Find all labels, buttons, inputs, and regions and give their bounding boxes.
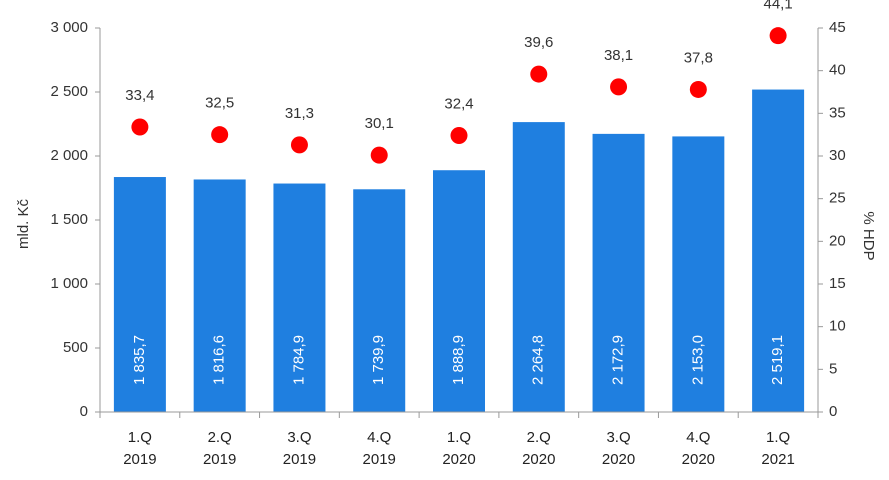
x-tick-label-year: 2019	[363, 451, 396, 468]
bar	[273, 183, 326, 412]
x-tick-label-quarter: 2.Q	[208, 429, 232, 446]
x-tick-label-year: 2020	[442, 451, 475, 468]
y-tick-label-right: 30	[829, 147, 846, 164]
y-tick-label-left: 0	[80, 403, 88, 420]
x-tick-label-quarter: 4.Q	[367, 429, 391, 446]
y-tick-label-left: 1 000	[50, 275, 88, 292]
data-point	[610, 78, 628, 96]
point-value-label: 31,3	[285, 105, 314, 122]
data-point	[290, 136, 308, 154]
x-tick-label-year: 2019	[283, 451, 316, 468]
y-tick-label-left: 1 500	[50, 211, 88, 228]
point-value-label: 44,1	[764, 0, 793, 13]
x-tick-label-quarter: 1.Q	[128, 429, 152, 446]
x-tick-label-year: 2019	[123, 451, 156, 468]
data-point	[689, 80, 707, 98]
x-tick-label-year: 2020	[682, 451, 715, 468]
point-value-label: 33,4	[125, 87, 154, 104]
bar-value-label: 1 888,9	[450, 335, 467, 385]
point-value-label: 32,4	[444, 95, 473, 112]
data-point	[370, 146, 388, 164]
bar	[353, 189, 406, 412]
bar-value-label: 1 835,7	[131, 335, 148, 385]
y-tick-label-left: 2 500	[50, 83, 88, 100]
y-tick-label-right: 45	[829, 19, 846, 36]
bar	[672, 136, 725, 412]
y-axis-title-right: % HDP	[860, 211, 877, 260]
bar-value-label: 1 739,9	[370, 335, 387, 385]
bar	[512, 122, 565, 413]
bar-value-label: 2 519,1	[769, 335, 786, 385]
data-point	[450, 127, 468, 145]
bar	[193, 179, 246, 412]
bar	[433, 170, 485, 412]
bar	[752, 89, 805, 412]
x-tick-label-quarter: 1.Q	[766, 429, 790, 446]
bar-value-label: 1 784,9	[290, 335, 307, 385]
point-value-label: 37,8	[684, 49, 713, 66]
data-point	[211, 126, 229, 144]
y-tick-label-right: 15	[829, 275, 846, 292]
axes-group: 0 500 1 000 1 500 2 000 2 500 3 000 0 5 10 15 20 25 3…	[50, 19, 845, 468]
x-tick-label-quarter: 2.Q	[527, 429, 551, 446]
x-tick-label-quarter: 3.Q	[287, 429, 311, 446]
data-point	[769, 27, 787, 45]
y-tick-label-right: 40	[829, 62, 846, 79]
y-tick-label-right: 0	[829, 403, 837, 420]
y-tick-label-right: 20	[829, 232, 846, 249]
point-value-label: 39,6	[524, 34, 553, 51]
bar-value-label: 2 153,0	[689, 335, 706, 385]
y-tick-label-right: 35	[829, 104, 846, 121]
y-tick-label-left: 500	[63, 339, 88, 356]
y-tick-label-left: 2 000	[50, 147, 88, 164]
x-tick-label-year: 2020	[522, 451, 555, 468]
y-tick-label-right: 10	[829, 318, 846, 335]
bar-value-label: 2 172,9	[610, 335, 627, 385]
x-tick-label-year: 2021	[761, 451, 794, 468]
bar-value-label: 2 264,8	[530, 335, 547, 385]
x-tick-label-quarter: 1.Q	[447, 429, 471, 446]
point-value-label: 32,5	[205, 95, 234, 112]
y-tick-label-right: 25	[829, 190, 846, 207]
data-point	[530, 65, 548, 83]
points-group: 33,4 32,5 31,3 30,1 32,4 39,6 38,1 37,8 44,1	[125, 0, 793, 164]
bar	[113, 177, 166, 412]
point-value-label: 38,1	[604, 47, 633, 64]
bars-group: 1 835,7 1 816,6 1 784,9 1 739,9 1 888,9 2 264…	[113, 89, 805, 413]
bar	[592, 133, 645, 412]
y-tick-label-right: 5	[829, 360, 837, 377]
x-tick-label-year: 2019	[203, 451, 236, 468]
x-tick-label-quarter: 3.Q	[606, 429, 630, 446]
data-point	[131, 118, 149, 136]
x-tick-label-quarter: 4.Q	[686, 429, 710, 446]
y-axis-title-left: mld. Kč	[15, 198, 32, 249]
point-value-label: 30,1	[365, 115, 394, 132]
y-tick-label-left: 3 000	[50, 19, 88, 36]
x-tick-label-year: 2020	[602, 451, 635, 468]
bar-value-label: 1 816,6	[211, 335, 228, 385]
